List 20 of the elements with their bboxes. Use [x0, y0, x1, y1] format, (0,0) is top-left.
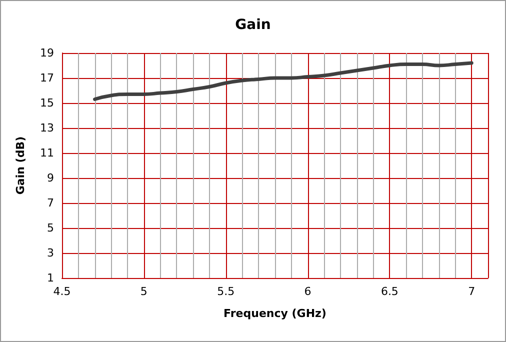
y-tick-label: 7 — [47, 196, 54, 210]
x-tick-label: 5 — [140, 285, 148, 298]
y-tick-label: 11 — [40, 146, 54, 160]
x-tick-label: 6 — [304, 285, 312, 298]
y-tick-label: 1 — [47, 272, 54, 284]
x-tick-label: 5.5 — [217, 285, 235, 298]
y-tick-label: 5 — [47, 222, 54, 234]
y-tick-label: 3 — [47, 246, 54, 260]
x-tick-label: 6.5 — [380, 285, 398, 298]
x-tick-label: 4.5 — [53, 285, 71, 298]
line-series — [93, 61, 474, 101]
y-tick-label: 19 — [40, 46, 54, 60]
y-tick-label: 15 — [40, 96, 54, 110]
x-axis-title: Frequency (GHz) — [224, 307, 326, 320]
y-tick-label: 17 — [40, 72, 54, 84]
x-tick-label: 7 — [468, 285, 476, 298]
chart-title: Gain — [235, 17, 271, 33]
y-tick-label: 9 — [47, 172, 54, 184]
y-tick-label: 13 — [40, 122, 54, 134]
y-axis-title: Gain (dB) — [14, 136, 27, 195]
